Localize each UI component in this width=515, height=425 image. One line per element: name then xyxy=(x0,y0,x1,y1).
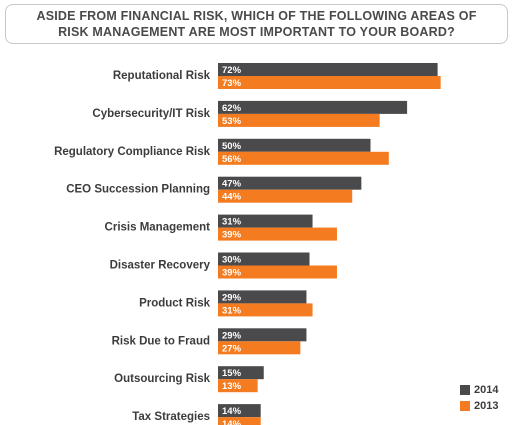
value-label-2013-product-risk: 31% xyxy=(222,305,242,316)
value-label-2014-regulatory-compliance-risk: 50% xyxy=(222,141,242,152)
category-label-disaster-recovery: Disaster Recovery xyxy=(110,260,211,272)
category-label-risk-due-to-fraud: Risk Due to Fraud xyxy=(112,335,210,347)
legend-swatch-2013 xyxy=(460,401,470,411)
category-label-regulatory-compliance-risk: Regulatory Compliance Risk xyxy=(54,146,211,158)
bar-2013-reputational-risk xyxy=(218,76,441,89)
bar-2013-regulatory-compliance-risk xyxy=(218,151,389,165)
legend-item-2013: 2013 xyxy=(460,398,498,414)
bar-2014-reputational-risk xyxy=(218,63,438,76)
bar-2013-ceo-succession-planning xyxy=(218,189,353,203)
category-label-crisis-management: Crisis Management xyxy=(105,222,211,234)
bar-2014-crisis-management xyxy=(218,214,313,228)
bar-2013-risk-due-to-fraud xyxy=(218,341,301,355)
category-label-outsourcing-risk: Outsourcing Risk xyxy=(114,373,210,385)
bar-2014-regulatory-compliance-risk xyxy=(218,138,371,152)
bar-2013-disaster-recovery xyxy=(218,265,337,279)
value-label-2013-regulatory-compliance-risk: 56% xyxy=(222,154,242,165)
bar-2013-tax-strategies xyxy=(218,417,261,425)
chart-title-line-2: RISK MANAGEMENT ARE MOST IMPORTANT TO YO… xyxy=(58,25,455,39)
bar-2013-crisis-management xyxy=(218,227,337,241)
legend-swatch-2014 xyxy=(460,385,470,395)
value-label-2014-tax-strategies: 14% xyxy=(222,406,242,417)
value-label-2014-risk-due-to-fraud: 29% xyxy=(222,330,242,341)
category-label-reputational-risk: Reputational Risk xyxy=(113,70,211,82)
bar-2014-disaster-recovery xyxy=(218,252,310,266)
value-label-2014-outsourcing-risk: 15% xyxy=(222,368,242,379)
value-label-2013-tax-strategies: 14% xyxy=(222,419,242,425)
value-label-2014-disaster-recovery: 30% xyxy=(222,255,242,266)
value-label-2013-reputational-risk: 73% xyxy=(222,78,242,89)
legend-item-2014: 2014 xyxy=(460,382,498,398)
value-label-2013-disaster-recovery: 39% xyxy=(222,268,242,279)
legend: 2014 2013 xyxy=(460,382,498,414)
value-label-2013-ceo-succession-planning: 44% xyxy=(222,192,242,203)
bar-2014-product-risk xyxy=(218,290,307,304)
category-label-cybersecurity-it-risk: Cybersecurity/IT Risk xyxy=(92,108,210,120)
bar-2014-cybersecurity-it-risk xyxy=(218,100,408,114)
bar-2014-risk-due-to-fraud xyxy=(218,328,307,342)
bar-2014-ceo-succession-planning xyxy=(218,176,362,190)
category-label-product-risk: Product Risk xyxy=(139,297,211,309)
value-label-2013-cybersecurity-it-risk: 53% xyxy=(222,116,242,127)
value-label-2014-crisis-management: 31% xyxy=(222,217,242,228)
legend-label-2014: 2014 xyxy=(474,384,499,396)
value-label-2014-product-risk: 29% xyxy=(222,292,242,303)
value-label-2014-cybersecurity-it-risk: 62% xyxy=(222,103,242,114)
bar-2013-product-risk xyxy=(218,303,313,317)
bar-2014-tax-strategies xyxy=(218,404,261,418)
chart-title: ASIDE FROM FINANCIAL RISK, WHICH OF THE … xyxy=(5,4,508,44)
value-label-2014-ceo-succession-planning: 47% xyxy=(222,179,242,190)
chart-title-line-1: ASIDE FROM FINANCIAL RISK, WHICH OF THE … xyxy=(36,9,477,23)
value-label-2013-crisis-management: 39% xyxy=(222,230,242,241)
legend-label-2013: 2013 xyxy=(474,400,499,412)
value-label-2014-reputational-risk: 72% xyxy=(222,65,242,76)
category-label-ceo-succession-planning: CEO Succession Planning xyxy=(66,184,210,196)
value-label-2013-risk-due-to-fraud: 27% xyxy=(222,343,242,354)
bar-2013-cybersecurity-it-risk xyxy=(218,113,380,127)
category-label-tax-strategies: Tax Strategies xyxy=(132,411,210,423)
bar-2014-outsourcing-risk xyxy=(218,366,264,380)
bar-2013-outsourcing-risk xyxy=(218,379,258,393)
value-label-2013-outsourcing-risk: 13% xyxy=(222,381,242,392)
